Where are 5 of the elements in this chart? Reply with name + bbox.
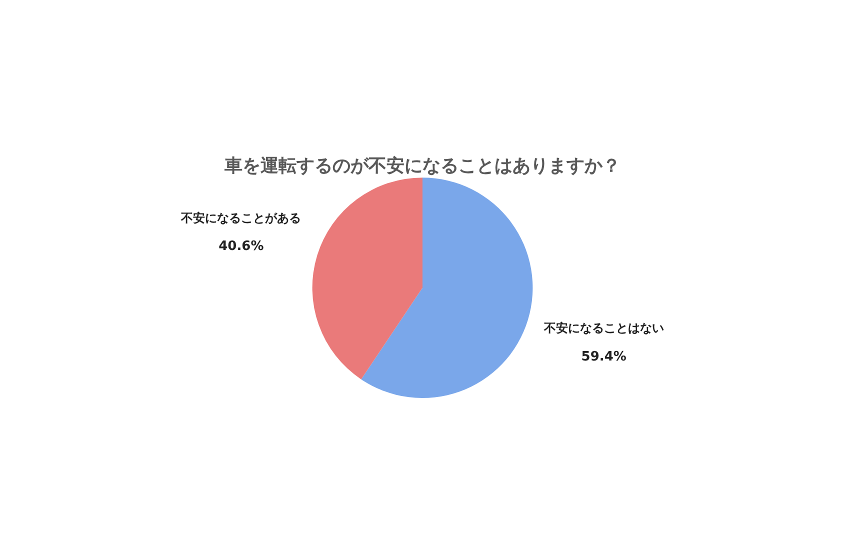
slice-label: 不安になることがある — [180, 210, 302, 225]
data-label: 40.6% — [218, 239, 264, 254]
slice-label: 不安になることはない — [542, 321, 664, 336]
chart-title: 車を運転するのが不安になることはありますか？ — [224, 155, 620, 176]
data-label: 59.4% — [581, 349, 626, 364]
